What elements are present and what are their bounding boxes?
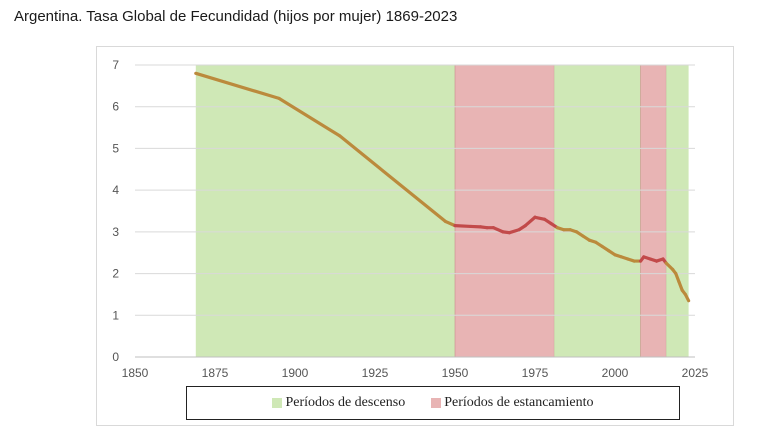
series-segment-8 [491,226,505,234]
y-tick-label-4: 4 [112,183,119,197]
period-band-estancamiento-3 [640,64,667,358]
period-band-estancamiento-1 [454,64,555,358]
y-tick-label-6: 6 [112,100,119,114]
series-segment-1 [277,96,342,138]
y-tick-label-2: 2 [112,267,119,281]
x-tick-label-1950: 1950 [442,366,469,380]
legend: Períodos de descenso Períodos de estanca… [186,386,680,420]
legend-label-descenso: Períodos de descenso [285,395,406,410]
series-segment-2 [338,134,447,224]
period-band-descenso-0 [195,65,456,357]
x-tick-label-1975: 1975 [522,366,549,380]
legend-swatch-descenso [272,398,283,408]
legend-label-estancamiento: Períodos de estancamiento [444,395,594,410]
legend-item-descenso: Períodos de descenso [272,395,405,411]
x-axis-ticks: 1850 1875 1900 1925 1950 1975 2000 2025 [122,366,709,380]
legend-item-estancamiento: Períodos de estancamiento [431,395,594,411]
series-segment-4 [453,224,473,229]
x-tick-label-2000: 2000 [602,366,629,380]
grid-lines [135,64,695,358]
period-band-descenso-4 [666,65,689,357]
series-segment-10 [507,228,521,235]
series-segment-39 [683,292,691,303]
x-tick-label-1875: 1875 [202,366,229,380]
series-segment-12 [523,215,537,228]
series-lines [194,71,691,303]
page-title: Argentina. Tasa Global de Fecundidad (hi… [14,8,458,25]
x-tick-label-1925: 1925 [362,366,389,380]
y-tick-label-3: 3 [112,225,119,239]
y-axis-ticks: 0 1 2 3 4 5 6 7 [112,58,119,364]
series-segment-3 [443,219,457,228]
series-segment-13 [533,215,547,221]
x-tick-label-1850: 1850 [122,366,149,380]
period-bands [195,64,689,358]
y-tick-label-5: 5 [112,141,119,155]
series-segment-0 [194,71,281,100]
x-tick-label-2025: 2025 [682,366,709,380]
chart-frame: 0 1 2 3 4 5 6 7 1850 1875 1900 1925 1950 1975 2000 202… [96,46,734,426]
legend-swatch-estancamiento [431,398,442,408]
period-band-descenso-2 [554,65,641,357]
y-tick-label-7: 7 [112,58,119,72]
fertility-line-chart: 0 1 2 3 4 5 6 7 1850 1875 1900 1925 1950 1975 2000 202… [112,58,709,380]
y-tick-label-0: 0 [112,350,119,364]
x-tick-label-1900: 1900 [282,366,309,380]
y-tick-label-1: 1 [112,308,119,322]
